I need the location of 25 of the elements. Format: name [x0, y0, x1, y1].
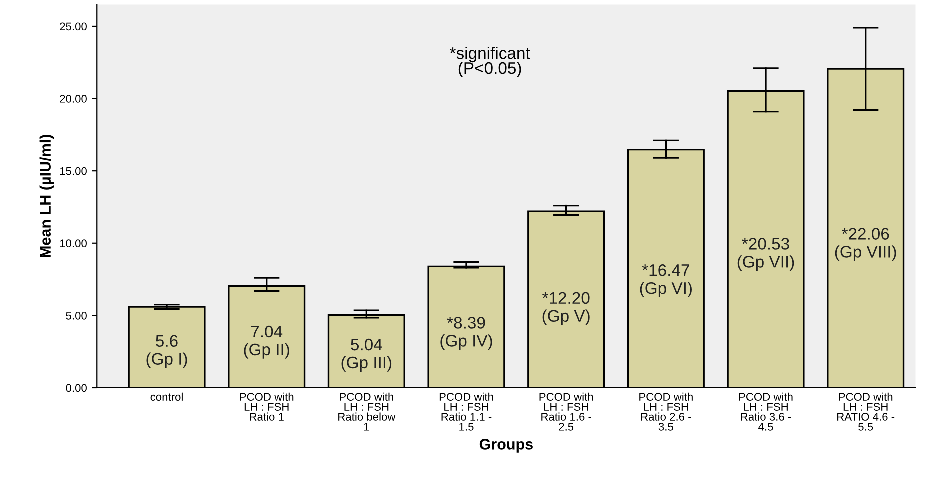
- x-tick-label: control: [150, 392, 183, 402]
- data-label: *16.47 (Gp VI): [640, 264, 692, 298]
- y-tick-label: 25.00: [60, 22, 87, 31]
- y-tick-label: 5.00: [66, 312, 87, 320]
- x-tick-label: PCOD with LH : FSH Ratio 1: [240, 392, 294, 421]
- data-label: *12.20 (Gp V): [542, 292, 590, 326]
- data-label: *8.39 (Gp IV): [440, 317, 492, 350]
- x-tick-label: PCOD with LH : FSH Ratio 1.1 - 1.5: [440, 392, 494, 431]
- data-label: *22.06 (Gp VIII): [835, 228, 896, 262]
- y-tick-label: 20.00: [60, 95, 87, 103]
- y-axis-title: Mean LH (µIU/ml): [40, 135, 54, 258]
- annotation: *significant (P<0.05): [450, 47, 530, 78]
- x-tick-label: PCOD with LH : FSH Ratio 3.6 - 4.5: [739, 392, 793, 431]
- x-tick-label: PCOD with LH : FSH Ratio 1.6 - 2.5: [540, 392, 594, 431]
- data-label: 5.04 (Gp III): [342, 338, 392, 372]
- y-tick-label: 0.00: [66, 384, 87, 392]
- data-label: 5.6 (Gp I): [146, 335, 188, 368]
- y-tick-label: 10.00: [60, 240, 87, 248]
- y-tick-label: 15.00: [60, 167, 87, 176]
- x-tick-label: PCOD with LH : FSH RATIO 4.6 - 5.5: [838, 392, 895, 431]
- data-label: *20.53 (Gp VII): [738, 238, 794, 272]
- x-tick-label: PCOD with LH : FSH Ratio 2.6 - 3.5: [640, 392, 693, 431]
- x-axis-title: Groups: [480, 439, 533, 453]
- x-tick-label: PCOD with LH : FSH Ratio below 1: [338, 392, 396, 431]
- data-label: 7.04 (Gp II): [244, 326, 290, 359]
